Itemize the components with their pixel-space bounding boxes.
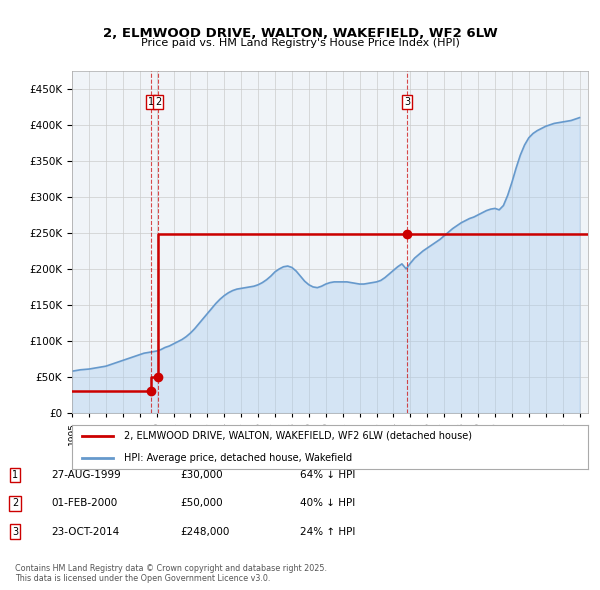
Text: 2: 2 bbox=[155, 97, 161, 107]
Text: 3: 3 bbox=[404, 97, 410, 107]
Text: £50,000: £50,000 bbox=[180, 499, 223, 508]
Text: 2: 2 bbox=[12, 499, 18, 508]
Text: £248,000: £248,000 bbox=[180, 527, 229, 536]
Text: 3: 3 bbox=[12, 527, 18, 536]
Text: 2, ELMWOOD DRIVE, WALTON, WAKEFIELD, WF2 6LW: 2, ELMWOOD DRIVE, WALTON, WAKEFIELD, WF2… bbox=[103, 27, 497, 40]
Text: 27-AUG-1999: 27-AUG-1999 bbox=[51, 470, 121, 480]
Text: Price paid vs. HM Land Registry's House Price Index (HPI): Price paid vs. HM Land Registry's House … bbox=[140, 38, 460, 48]
Text: 24% ↑ HPI: 24% ↑ HPI bbox=[300, 527, 355, 536]
Text: £30,000: £30,000 bbox=[180, 470, 223, 480]
Text: 01-FEB-2000: 01-FEB-2000 bbox=[51, 499, 117, 508]
Text: Contains HM Land Registry data © Crown copyright and database right 2025.
This d: Contains HM Land Registry data © Crown c… bbox=[15, 563, 327, 583]
Text: 40% ↓ HPI: 40% ↓ HPI bbox=[300, 499, 355, 508]
Text: HPI: Average price, detached house, Wakefield: HPI: Average price, detached house, Wake… bbox=[124, 453, 352, 463]
Text: 1: 1 bbox=[148, 97, 154, 107]
Text: 64% ↓ HPI: 64% ↓ HPI bbox=[300, 470, 355, 480]
Text: 1: 1 bbox=[12, 470, 18, 480]
Text: 23-OCT-2014: 23-OCT-2014 bbox=[51, 527, 119, 536]
Text: 2, ELMWOOD DRIVE, WALTON, WAKEFIELD, WF2 6LW (detached house): 2, ELMWOOD DRIVE, WALTON, WAKEFIELD, WF2… bbox=[124, 431, 472, 441]
